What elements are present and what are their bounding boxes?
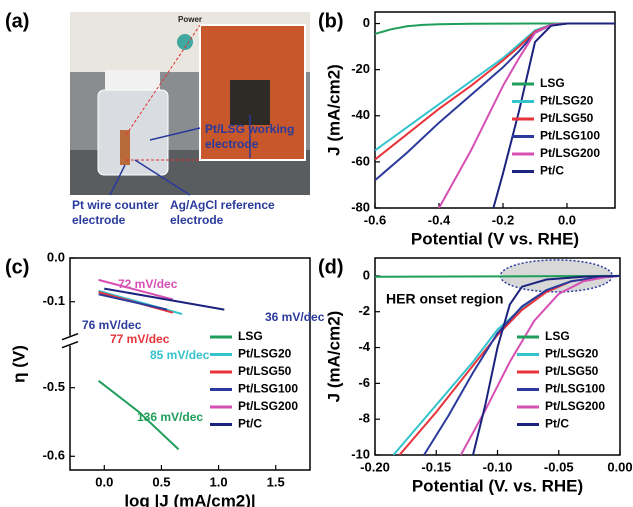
legend-label: Pt/LSG50 [540,111,594,125]
series-line [472,274,620,455]
electrode [120,130,130,165]
legend-label: Pt/LSG50 [545,364,599,378]
legend-label: Pt/LSG100 [545,382,605,396]
annotation: HER onset region [386,291,503,307]
y-tick-label: -80 [351,199,370,214]
x-tick-label: 1.0 [210,474,228,489]
y-tick-label: -60 [351,153,370,168]
chart-panel: 0.0 0.5 1.0 1.5 0.0 -0.1 -0.5 -0.6 log |J (mA/cm… [9,249,324,507]
pointer [149,127,201,141]
x-axis-title: log |J (mA/cm2)| [124,491,255,507]
legend-label: LSG [540,76,565,90]
photo-label: Pt wire counter [72,198,159,212]
plot-frame [374,11,616,209]
legend-label: Pt/LSG20 [238,347,292,361]
series-line [97,380,180,451]
legend-label: Pt/C [238,417,262,431]
panel-label: (c) [5,256,29,278]
pointer [134,159,191,196]
x-tick-label: 1.5 [267,474,285,489]
legend-label: Pt/LSG20 [540,94,594,108]
series-line [98,278,174,301]
x-tick-label: -0.4 [428,212,451,227]
y-tick-label: -8 [358,411,370,426]
photo-label: electrode [170,213,224,227]
x-tick-label: 0.0 [558,212,576,227]
chart-panel: -0.20 -0.15 -0.10 -0.05 0.00 -10 -8 -6 -4 -2 0 Pote… [324,257,633,495]
x-tick-label: -0.2 [492,212,514,227]
legend-label: Pt/C [545,417,569,431]
y-tick-label: -0.1 [43,293,65,308]
zoom-line [125,24,201,136]
legend-label: Pt/LSG200 [545,399,605,413]
y-tick-label: -0.5 [43,379,65,394]
jar [97,89,169,176]
y-tick-label: 0 [363,267,370,282]
x-tick-label: -0.15 [421,459,451,474]
legend-label: LSG [238,329,263,343]
y-tick-label: -2 [358,303,370,318]
legend-label: Pt/LSG100 [238,382,298,396]
series-line [459,274,620,455]
x-tick-label: 0.5 [152,474,170,489]
chart-panel: -0.6 -0.4 -0.2 0.0 -80 -60 -40 -20 0 Potential (V… [324,11,616,248]
photo-label: Ag/AgCl reference [170,198,275,212]
annotation: 136 mV/dec [137,410,203,424]
photo-label: Power [178,15,202,24]
break-mark [61,340,79,349]
axis-break [64,335,76,346]
photo [70,12,310,196]
pointer [109,164,126,196]
x-axis-title: Potential (V. vs. RHE) [412,476,583,495]
series-line [98,293,168,311]
y-tick-label: 0.0 [47,249,65,264]
y-tick-label: -6 [358,375,370,390]
series-line [492,22,615,208]
y-tick-label: -20 [351,61,370,76]
legend-label: LSG [545,329,570,343]
annotation: 85 mV/dec [150,348,210,362]
annotation: 36 mV/dec [265,310,325,324]
y-axis-title: J (mA/cm2) [324,311,343,403]
y-tick-label: -10 [351,446,370,461]
legend-label: Pt/C [540,164,564,178]
x-tick-label: -0.10 [483,459,513,474]
panel-label: (b) [318,10,344,32]
y-tick-label: -4 [358,339,370,354]
photo-label: electrode [205,137,259,151]
legend-label: Pt/LSG100 [540,129,600,143]
y-axis-title: η (V) [9,345,28,383]
x-tick-label: -0.05 [544,459,574,474]
legend-label: Pt/LSG200 [540,146,600,160]
y-tick-label: 0 [363,15,370,30]
y-axis-title: J (mA/cm2) [324,64,343,156]
series-line [375,274,620,278]
series-line [104,287,225,311]
series-line [375,22,615,35]
annotation: 72 mV/dec [118,277,178,291]
x-tick-label: -0.6 [364,212,386,227]
series-line [423,274,620,455]
legend-label: Pt/LSG50 [238,364,292,378]
x-tick-label: 0.0 [95,474,113,489]
annotation: 76 mV/dec [82,318,142,332]
y-tick-label: -0.6 [43,448,65,463]
x-tick-label: -0.20 [360,459,390,474]
plot-frame [69,257,311,471]
photo-label: electrode [72,213,126,227]
x-axis-title: Potential (V vs. RHE) [411,229,579,248]
cap [105,70,160,90]
legend-label: Pt/LSG200 [238,399,298,413]
panel-label: (a) [5,10,29,32]
power-icon [177,34,193,50]
series-line [98,289,183,315]
panel-label: (d) [318,256,344,278]
y-tick-label: -40 [351,107,370,122]
legend-label: Pt/LSG20 [545,347,599,361]
x-tick-label: 0.00 [607,459,632,474]
photo-label: Pt/LSG working [205,122,294,136]
break-mark [61,332,79,341]
annotation: 77 mV/dec [110,332,170,346]
